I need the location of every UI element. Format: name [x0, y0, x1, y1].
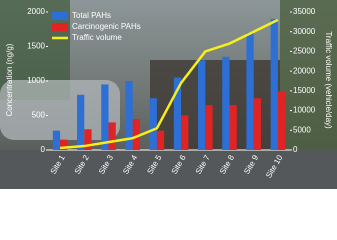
y2-tick-label: 25000: [293, 47, 316, 56]
legend: Total PAHs Carcinogenic PAHs Traffic volum…: [52, 11, 141, 42]
bar: [101, 84, 109, 150]
bar: [229, 105, 237, 150]
bar: [84, 129, 92, 150]
bar: [132, 118, 140, 150]
bar: [125, 81, 133, 150]
bar: [108, 122, 116, 150]
y2-tick-label: 10000: [293, 106, 316, 115]
bar: [77, 94, 85, 150]
y2-tick-label: 30000: [293, 27, 316, 36]
legend-label: Traffic volume: [72, 33, 122, 42]
y2-tick-label: 0: [293, 145, 298, 154]
bar: [253, 98, 261, 150]
bar: [173, 77, 182, 150]
line: [59, 18, 279, 150]
y-tick-label: 2000: [27, 7, 45, 16]
y-tick-label: 0: [41, 145, 46, 154]
y2-tick-label: 15000: [293, 86, 316, 95]
bar: [198, 60, 206, 150]
bar: [222, 56, 230, 150]
y2-tick-label: 5000: [293, 125, 311, 134]
legend-swatch: [52, 12, 68, 20]
chart: Concentration (ng/g) Traffic volume (veh…: [0, 0, 337, 189]
photo-car: [0, 80, 120, 140]
bar: [246, 32, 254, 151]
y-tick-label: 1000: [27, 76, 45, 85]
y2-tick-label: 35000: [293, 7, 316, 16]
bar: [205, 105, 213, 150]
y-axis-title: Concentration (ng/g): [5, 43, 14, 116]
bar: [181, 115, 189, 150]
legend-label: Carcinogenic PAHs: [72, 22, 141, 31]
y-tick-label: 500: [32, 111, 46, 120]
bar: [270, 18, 278, 151]
y-tick-label: 1500: [27, 42, 45, 51]
legend-label: Total PAHs: [72, 11, 111, 20]
bar: [156, 130, 165, 150]
y2-axis-title: Traffic volume (vehicle/day): [324, 31, 333, 129]
bar: [277, 91, 286, 150]
bar: [52, 130, 61, 150]
photo-road: [0, 150, 337, 189]
bar: [149, 98, 157, 150]
bar: [60, 139, 68, 150]
legend-swatch: [52, 23, 68, 31]
y2-tick-label: 20000: [293, 66, 316, 75]
